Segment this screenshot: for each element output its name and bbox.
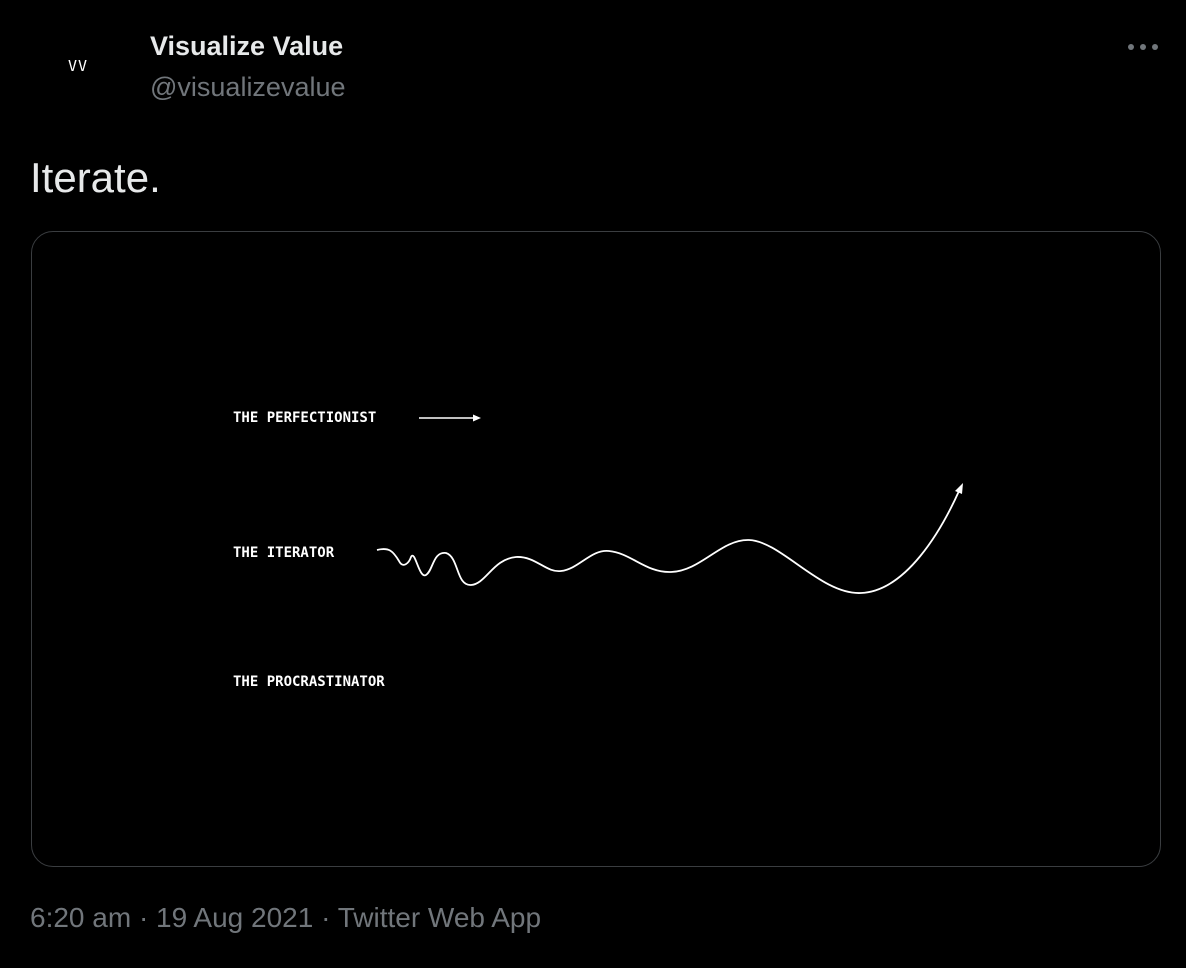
avatar[interactable]: VV	[40, 28, 116, 104]
author-name[interactable]: Visualize Value	[150, 31, 344, 61]
more-button[interactable]	[1126, 40, 1160, 54]
image-label: THE ITERATOR	[233, 545, 335, 561]
arrow-head	[955, 483, 963, 494]
arrow-head	[473, 414, 481, 422]
illustration: THE PERFECTIONIST THE ITERATOR THE PROCR…	[233, 410, 963, 690]
author-handle[interactable]: @visualizevalue	[150, 72, 346, 102]
tweet-image[interactable]: THE PERFECTIONIST THE ITERATOR THE PROCR…	[31, 231, 1161, 867]
wave-arrow	[376, 490, 960, 594]
image-label: THE PERFECTIONIST	[233, 410, 376, 426]
image-label: THE PROCRASTINATOR	[233, 674, 385, 690]
tweet-text: Iterate.	[30, 154, 161, 201]
tweet-meta[interactable]: 6:20 am · 19 Aug 2021 · Twitter Web App	[30, 902, 542, 933]
